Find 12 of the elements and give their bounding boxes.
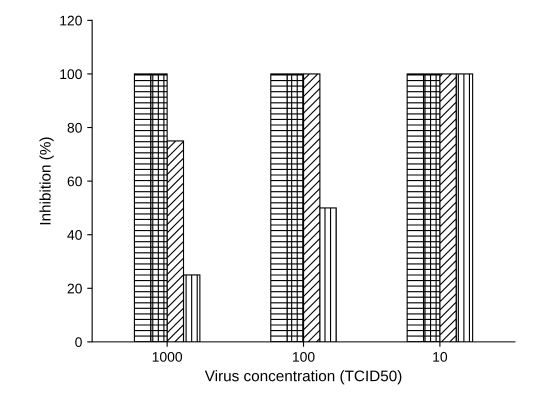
y-tick-label: 60 — [68, 176, 82, 186]
y-tick-label: 40 — [67, 230, 82, 240]
y-tick-label: 120 — [60, 16, 82, 26]
y-tick-label: 20 — [68, 284, 82, 294]
x-axis-title: Virus concentration (TCID50) — [204, 370, 402, 384]
y-tick-label: 100 — [60, 69, 82, 80]
x-tick-label: 1000 — [152, 352, 182, 362]
y-axis-title: Inhibition (%) — [39, 137, 54, 224]
y-tick-label: 80 — [68, 122, 82, 133]
x-tick-label: 10 — [433, 352, 448, 362]
x-tick-label: 100 — [292, 352, 315, 362]
y-tick-label: 0 — [75, 337, 82, 348]
